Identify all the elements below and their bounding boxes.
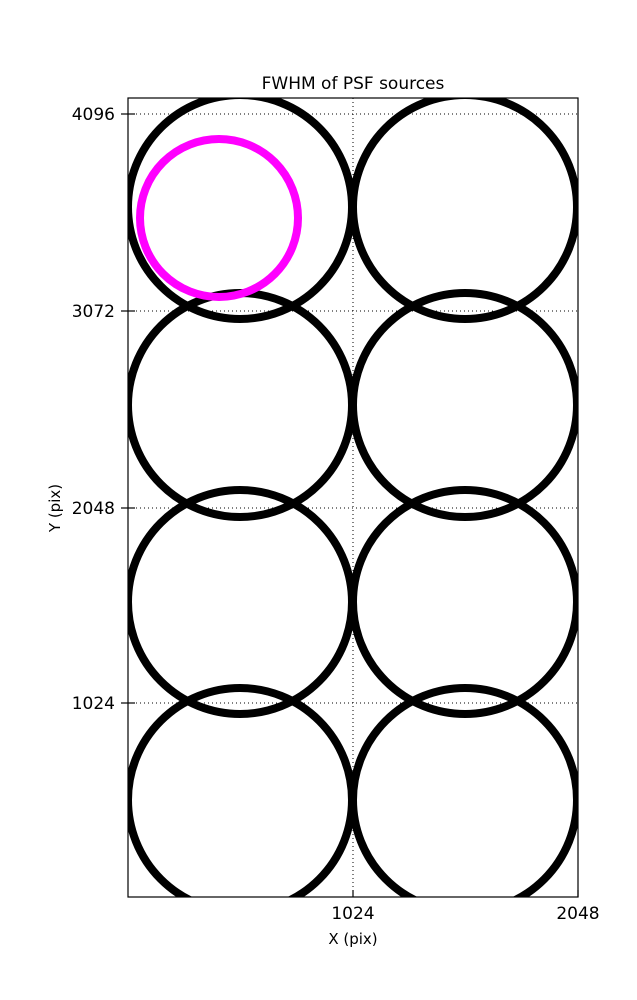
tick-marks bbox=[121, 113, 579, 897]
ytick-label-4096: 4096 bbox=[72, 105, 115, 125]
x-axis-label: X (pix) bbox=[328, 930, 377, 948]
highlighted-source-circles bbox=[136, 135, 302, 301]
plot-title: FWHM of PSF sources bbox=[262, 74, 445, 94]
xtick-label-2048: 2048 bbox=[556, 904, 599, 924]
ytick-label-2048: 2048 bbox=[72, 499, 115, 519]
xtick-label-1024: 1024 bbox=[331, 904, 374, 924]
psf-source-circle bbox=[349, 98, 578, 323]
y-axis-label: Y (pix) bbox=[46, 484, 64, 533]
psf-source-circles bbox=[128, 98, 578, 897]
highlighted-source-circle bbox=[136, 135, 302, 301]
gridlines bbox=[128, 98, 578, 897]
ytick-label-1024: 1024 bbox=[72, 694, 115, 714]
psf-source-circle bbox=[349, 289, 578, 521]
psf-source-circle bbox=[349, 684, 578, 897]
ytick-label-3072: 3072 bbox=[72, 302, 115, 322]
psf-source-circle bbox=[349, 486, 578, 718]
